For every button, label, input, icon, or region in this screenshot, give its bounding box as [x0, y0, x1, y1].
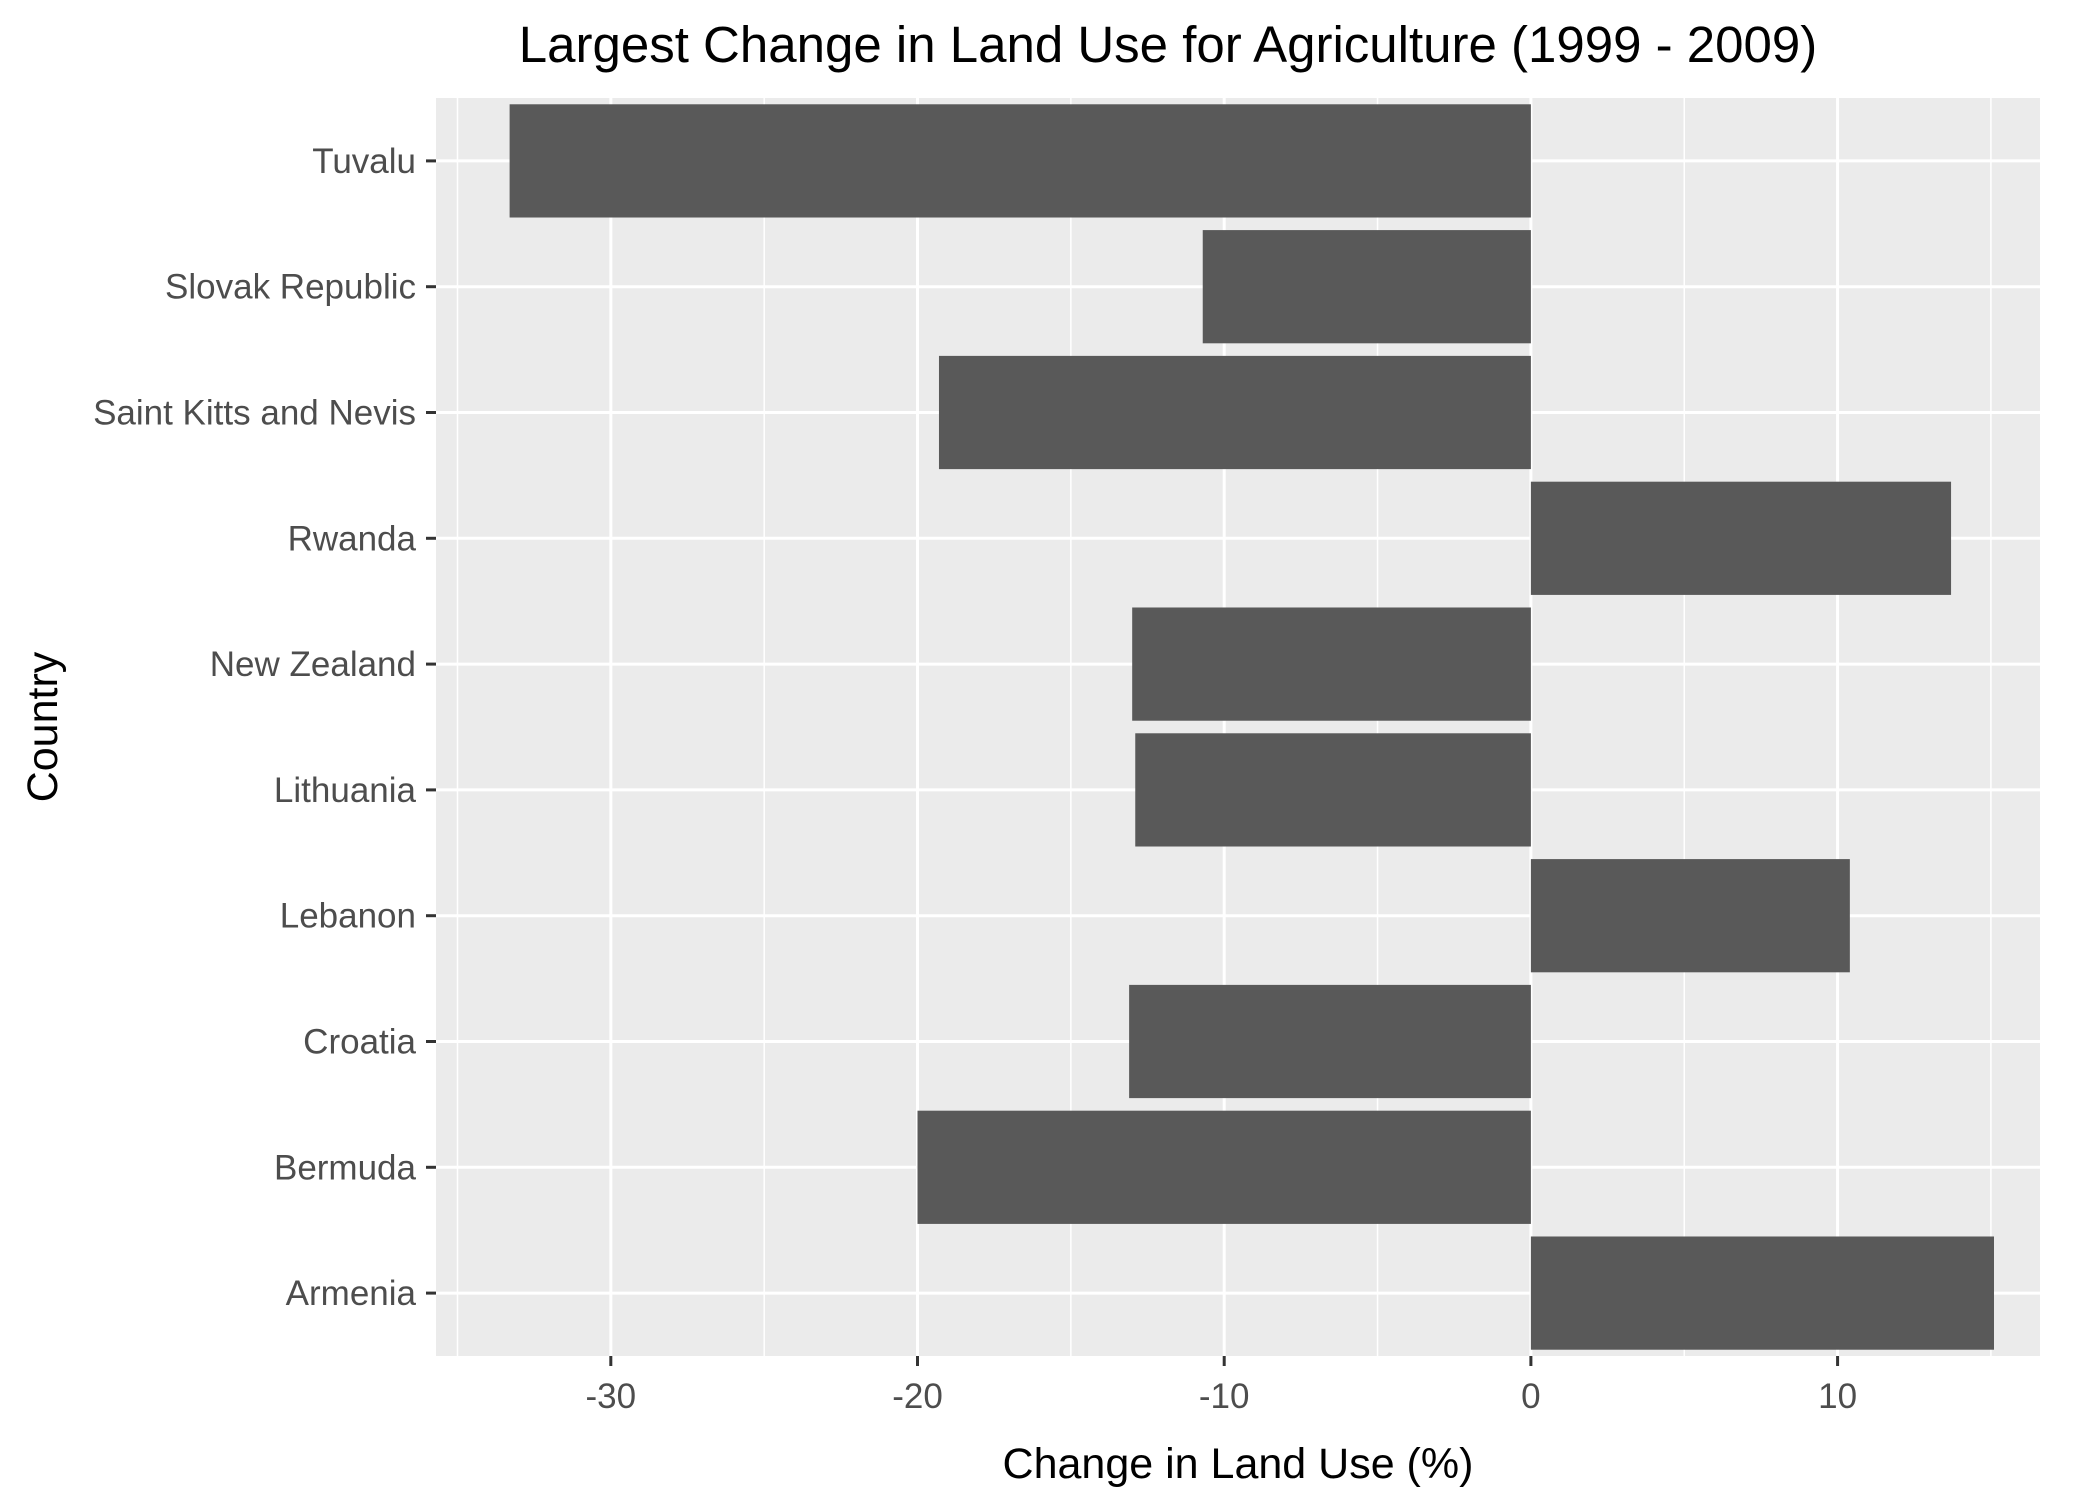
x-tick-label: -10 [1199, 1377, 1250, 1416]
bar-saint-kitts-and-nevis [938, 355, 1531, 470]
x-axis: -30 -20 -10 0 10 [586, 1356, 1857, 1416]
y-tick-label: Saint Kitts and Nevis [93, 394, 416, 433]
chart-title: Largest Change in Land Use for Agricultu… [519, 16, 1817, 73]
bar-tuvalu [509, 104, 1531, 218]
y-tick-label: Rwanda [288, 519, 417, 558]
bar-lebanon [1530, 859, 1850, 973]
x-tick-label: -30 [586, 1377, 637, 1416]
x-tick-label: 10 [1818, 1377, 1857, 1416]
bar-rwanda [1530, 481, 1952, 595]
y-tick-label: Armenia [286, 1274, 417, 1313]
y-tick-label: Tuvalu [312, 142, 416, 181]
x-tick-label: -20 [892, 1377, 943, 1416]
y-tick-label: Bermuda [274, 1148, 417, 1187]
x-axis-title: Change in Land Use (%) [1003, 1440, 1474, 1488]
x-tick-label: 0 [1521, 1377, 1540, 1416]
y-axis-title: Country [19, 651, 67, 802]
bar-lithuania [1135, 733, 1531, 847]
y-tick-label: Croatia [303, 1023, 416, 1062]
bar-armenia [1530, 1236, 1994, 1350]
y-tick-label: New Zealand [210, 645, 416, 684]
bar-bermuda [917, 1110, 1531, 1224]
bar-new-zealand [1132, 607, 1531, 721]
y-tick-label: Lebanon [280, 897, 416, 936]
y-tick-label: Slovak Republic [165, 268, 416, 307]
bars [509, 104, 1994, 1350]
bar-croatia [1129, 984, 1531, 1099]
y-axis: Tuvalu Slovak Republic Saint Kitts and Nev… [93, 142, 436, 1313]
y-tick-label: Lithuania [274, 771, 417, 810]
bar-slovak-republic [1202, 230, 1531, 344]
